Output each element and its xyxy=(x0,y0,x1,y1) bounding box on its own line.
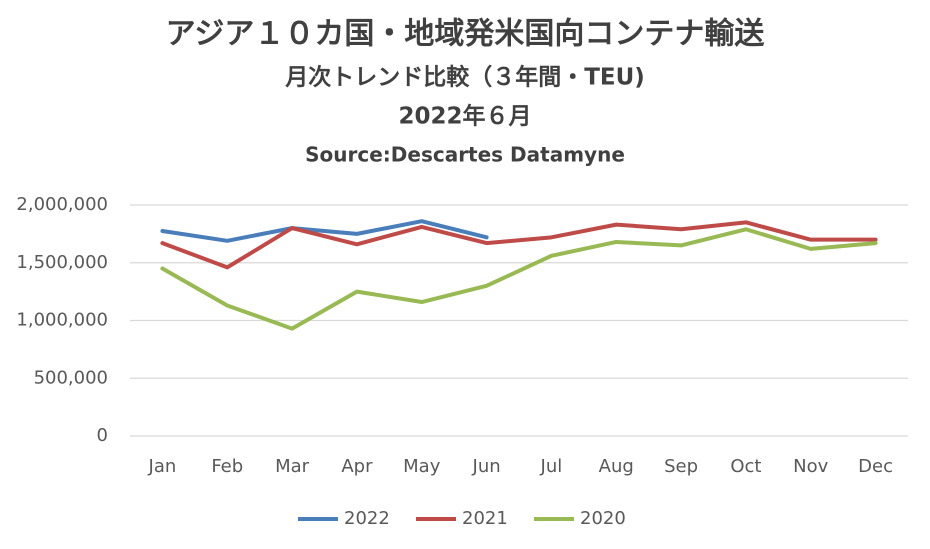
y-tick-label: 0 xyxy=(97,425,108,446)
x-tick-label: May xyxy=(403,456,441,477)
x-tick-label: Nov xyxy=(793,456,828,477)
y-tick-label: 1,000,000 xyxy=(16,310,108,331)
chart-subtitle: 月次トレンド比較（３年間・TEU) xyxy=(284,64,645,91)
legend-label: 2020 xyxy=(580,508,626,529)
chart-subtitle: 2022年６月 xyxy=(398,103,531,130)
x-tick-label: Jul xyxy=(540,456,563,477)
legend-label: 2022 xyxy=(344,508,390,529)
chart-title: アジア１０カ国・地域発米国向コンテナ輸送 xyxy=(166,17,765,52)
chart-source: Source:Descartes Datamyne xyxy=(305,143,625,167)
series-line xyxy=(160,220,878,270)
x-tick-label: Apr xyxy=(341,456,373,477)
series-line xyxy=(160,227,878,331)
x-tick-label: Jun xyxy=(472,456,501,477)
y-tick-label: 1,500,000 xyxy=(16,252,108,273)
x-tick-label: Dec xyxy=(858,456,893,477)
x-tick-label: Oct xyxy=(730,456,761,477)
series-line xyxy=(160,219,489,243)
x-tick-label: Mar xyxy=(275,456,310,477)
x-tick-label: Jan xyxy=(148,456,177,477)
y-tick-label: 500,000 xyxy=(34,367,108,388)
x-tick-label: Aug xyxy=(599,456,634,477)
x-tick-label: Sep xyxy=(664,456,698,477)
y-tick-label: 2,000,000 xyxy=(16,194,108,215)
x-tick-label: Feb xyxy=(211,456,243,477)
legend-label: 2021 xyxy=(462,508,508,529)
